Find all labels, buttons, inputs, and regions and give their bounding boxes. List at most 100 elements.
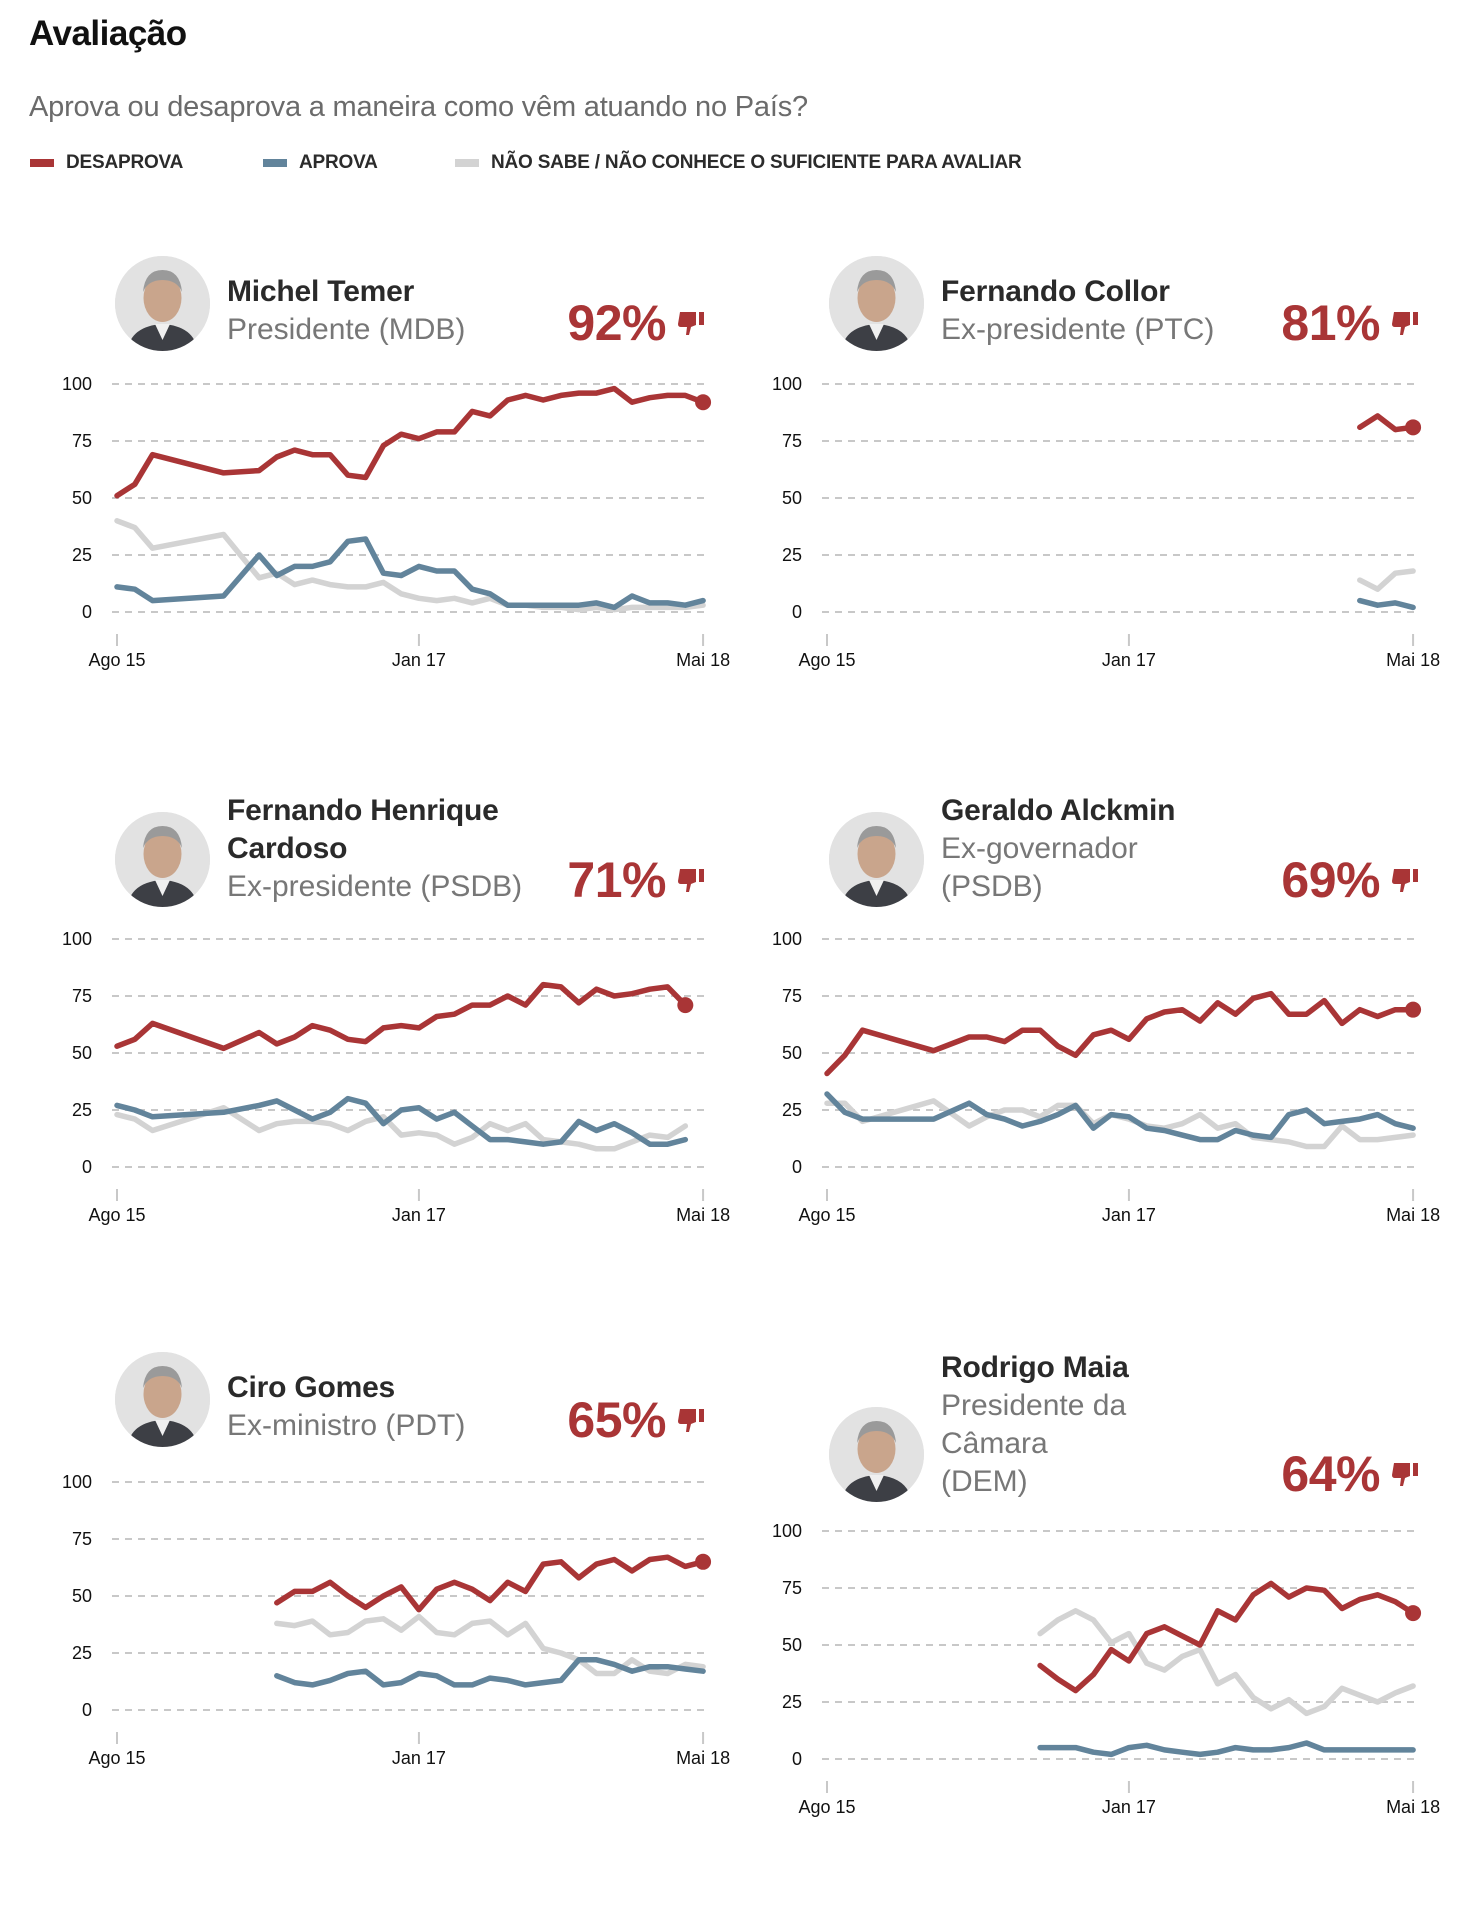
y-tick-label: 100 (62, 929, 92, 949)
y-tick-label: 75 (782, 431, 802, 451)
legend-swatch-nao-sabe (455, 159, 479, 167)
x-tick-label: Jan 17 (1102, 1205, 1156, 1225)
y-tick-label: 100 (772, 1521, 802, 1541)
series-line-desaprova (114, 981, 689, 1052)
y-tick-label: 0 (792, 602, 802, 622)
candidate-role: Ex-governador (941, 832, 1138, 865)
series-line-desaprova (1037, 1580, 1416, 1694)
x-tick-label: Jan 17 (392, 1205, 446, 1225)
candidate-role: Ex-presidente (PSDB) (227, 870, 523, 903)
line-chart-michel-temer: 0 25 50 75 100 Ago 15 Jan 17 Mai 18 (62, 374, 730, 670)
avatar (829, 1407, 924, 1502)
avatar (829, 256, 924, 351)
avatar (829, 812, 924, 907)
y-tick-label: 75 (782, 986, 802, 1006)
y-tick-label: 50 (782, 1635, 802, 1655)
avatar (115, 256, 210, 351)
x-tick-label: Jan 17 (1102, 1797, 1156, 1817)
x-tick-label: Mai 18 (676, 1748, 730, 1768)
thumbs-down-icon (1392, 1463, 1418, 1486)
person-photo-icon (829, 256, 924, 351)
series-line-nao-sabe (1357, 568, 1416, 592)
candidate-name: Rodrigo Maia (941, 1351, 1129, 1384)
series-line-nao-sabe (114, 1104, 689, 1152)
thumbs-down-icon (678, 869, 704, 892)
y-tick-label: 0 (82, 1157, 92, 1177)
disapproval-percent: 65% (567, 1392, 666, 1448)
last-point-marker (695, 394, 712, 411)
candidate-role: Câmara (941, 1427, 1048, 1460)
legend-item-nao-sabe: NÃO SABE / NÃO CONHECE O SUFICIENTE PARA… (455, 152, 1022, 174)
y-tick-label: 0 (82, 1700, 92, 1720)
thumbs-down-icon (1392, 869, 1418, 892)
y-tick-label: 100 (62, 1472, 92, 1492)
series-line-aprova (114, 1095, 689, 1147)
last-point-marker (1405, 419, 1422, 436)
x-tick-label: Jan 17 (392, 650, 446, 670)
person-photo-icon (115, 812, 210, 907)
candidate-name: Fernando Henrique (227, 794, 499, 827)
legend-label-aprova: APROVA (299, 152, 378, 173)
series-line-aprova (824, 1091, 1416, 1143)
line-chart-geraldo-alckmin: 0 25 50 75 100 Ago 15 Jan 17 Mai 18 (772, 929, 1440, 1225)
y-tick-label: 25 (72, 545, 92, 565)
y-tick-label: 50 (782, 488, 802, 508)
series-line-aprova (274, 1657, 706, 1688)
last-point-marker (695, 1553, 712, 1570)
candidate-role: Ex-presidente (PTC) (941, 313, 1215, 346)
legend-item-desaprova: DESAPROVA (30, 152, 263, 174)
y-tick-label: 50 (72, 1043, 92, 1063)
y-tick-label: 100 (62, 374, 92, 394)
legend-swatch-desaprova (30, 159, 54, 167)
person-photo-icon (829, 1407, 924, 1502)
x-tick-label: Ago 15 (798, 650, 855, 670)
candidate-role: Presidente da (941, 1389, 1127, 1422)
x-tick-label: Ago 15 (798, 1205, 855, 1225)
series-line-desaprova (1357, 413, 1416, 433)
person-photo-icon (115, 256, 210, 351)
series-line-desaprova (114, 385, 706, 499)
x-tick-label: Ago 15 (88, 1748, 145, 1768)
person-photo-icon (829, 812, 924, 907)
y-tick-label: 0 (792, 1157, 802, 1177)
legend-swatch-aprova (263, 159, 287, 167)
y-tick-label: 75 (72, 986, 92, 1006)
x-tick-label: Mai 18 (1386, 1205, 1440, 1225)
thumbs-down-icon (678, 1409, 704, 1432)
y-tick-label: 25 (782, 1692, 802, 1712)
disapproval-percent: 64% (1281, 1446, 1380, 1502)
x-tick-label: Ago 15 (798, 1797, 855, 1817)
disapproval-percent: 81% (1281, 295, 1380, 351)
candidate-role: Presidente (MDB) (227, 313, 466, 346)
x-tick-label: Jan 17 (392, 1748, 446, 1768)
candidate-role: (PSDB) (941, 870, 1043, 903)
x-tick-label: Mai 18 (1386, 650, 1440, 670)
thumbs-down-icon (1392, 312, 1418, 335)
line-chart-ciro-gomes: 0 25 50 75 100 Ago 15 Jan 17 Mai 18 (62, 1472, 730, 1768)
x-tick-label: Ago 15 (88, 650, 145, 670)
y-tick-label: 25 (72, 1643, 92, 1663)
legend-label-nao-sabe: NÃO SABE / NÃO CONHECE O SUFICIENTE PARA… (491, 152, 1022, 173)
disapproval-percent: 71% (567, 852, 666, 908)
series-line-desaprova (274, 1554, 706, 1613)
y-tick-label: 75 (782, 1578, 802, 1598)
candidate-role: Ex-ministro (PDT) (227, 1409, 466, 1442)
y-tick-label: 75 (72, 431, 92, 451)
thumbs-down-icon (678, 312, 704, 335)
series-line-desaprova (824, 990, 1416, 1077)
line-chart-fernando-henrique-cardoso: 0 25 50 75 100 Ago 15 Jan 17 Mai 18 (62, 929, 730, 1225)
last-point-marker (1405, 1001, 1422, 1018)
candidate-name: Cardoso (227, 832, 348, 865)
legend-item-aprova: APROVA (263, 152, 455, 174)
candidate-name: Ciro Gomes (227, 1371, 396, 1404)
page-subtitle: Aprova ou desaprova a maneira como vêm a… (29, 91, 808, 123)
y-tick-label: 50 (72, 488, 92, 508)
series-line-aprova (114, 536, 706, 611)
x-tick-label: Mai 18 (1386, 1797, 1440, 1817)
series-line-aprova (1357, 597, 1416, 611)
y-tick-label: 25 (72, 1100, 92, 1120)
disapproval-percent: 92% (567, 295, 666, 351)
line-chart-rodrigo-maia: 0 25 50 75 100 Ago 15 Jan 17 Mai 18 (772, 1521, 1440, 1817)
page-title: Avaliação (29, 14, 187, 53)
y-tick-label: 50 (782, 1043, 802, 1063)
